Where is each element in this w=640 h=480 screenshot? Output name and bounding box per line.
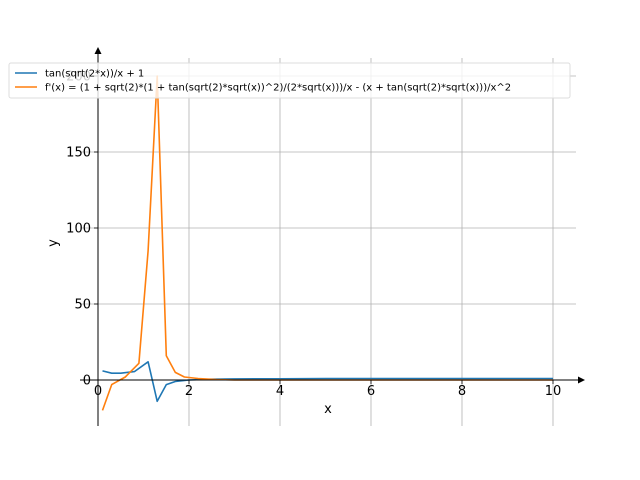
x-tick-label: 10 — [545, 384, 562, 399]
x-tick-label: 6 — [367, 384, 375, 399]
x-tick-label: 0 — [94, 384, 102, 399]
legend-label-series-1: tan(sqrt(2*x))/x + 1 — [45, 69, 144, 80]
legend-box — [8, 62, 571, 99]
series-line-1 — [102, 360, 553, 403]
x-axis-title: x — [324, 402, 332, 417]
series-line-2 — [101, 75, 553, 411]
legend-label-series-2: f'(x) = (1 + sqrt(2)*(1 + tan(sqrt(2)*sq… — [45, 83, 511, 94]
x-tick-label: 4 — [276, 384, 284, 399]
y-tick-label: 50 — [74, 298, 91, 313]
y-tick-label: 0 — [83, 374, 91, 389]
grid — [80, 58, 576, 426]
x-tick-label: 8 — [458, 384, 466, 399]
x-tick-label: 2 — [185, 384, 193, 399]
series-lines — [101, 75, 553, 411]
y-axis-title: y — [46, 239, 61, 247]
y-axis-arrow — [94, 47, 102, 54]
y-tick-label: 150 — [66, 146, 91, 161]
y-tick-label: 100 — [66, 222, 91, 237]
axes — [80, 47, 585, 426]
legend: tan(sqrt(2*x))/x + 1 f'(x) = (1 + sqrt(2… — [8, 62, 571, 99]
x-axis-arrow — [578, 376, 585, 384]
